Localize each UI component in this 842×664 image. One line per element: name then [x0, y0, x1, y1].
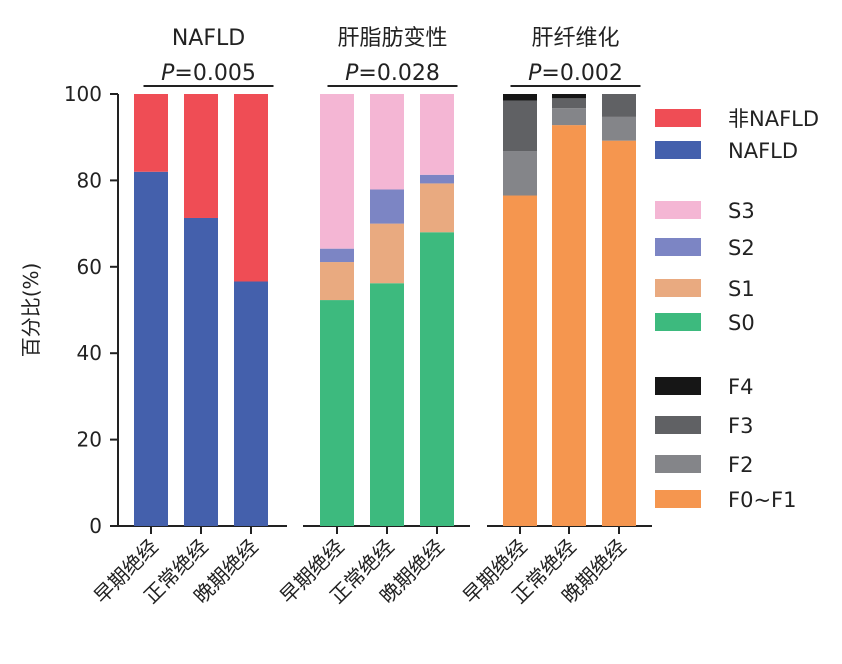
legend-label: S2 — [728, 236, 755, 260]
bar-segment-NAFLD — [184, 217, 218, 526]
bar-segment-F3 — [602, 94, 636, 117]
legend-item: 非NAFLD — [655, 107, 819, 131]
bar-segment-F0~F1 — [503, 195, 537, 526]
p-value-label: P=0.005 — [161, 61, 256, 86]
bar-segment-S3 — [370, 94, 404, 190]
bar-segment-S2 — [370, 189, 404, 224]
bar-segment-S0 — [420, 232, 454, 527]
y-tick-label: 60 — [77, 255, 102, 279]
bar-segment-F2 — [552, 108, 586, 126]
legend-label: 非NAFLD — [728, 107, 819, 131]
legend-swatch — [655, 455, 701, 473]
bar-segment-F0~F1 — [552, 125, 586, 526]
legend-item: F0~F1 — [655, 488, 796, 512]
legend-item: S0 — [655, 311, 755, 335]
legend-label: NAFLD — [728, 139, 798, 163]
y-tick-label: 0 — [89, 514, 102, 538]
legend-swatch — [655, 416, 701, 434]
bar-segment-F0~F1 — [602, 140, 636, 526]
panel-title: NAFLD — [172, 26, 245, 51]
legend-swatch — [655, 109, 701, 127]
bar-segment-F2 — [602, 116, 636, 141]
legend-swatch — [655, 377, 701, 395]
bar-segment-F3 — [503, 100, 537, 152]
legend-swatch — [655, 201, 701, 219]
y-tick-label: 20 — [77, 428, 102, 452]
bar-segment-F4 — [503, 94, 537, 101]
bar-segment-S1 — [370, 223, 404, 284]
p-value-label: P=0.002 — [528, 61, 623, 86]
legend-label: S1 — [728, 277, 755, 301]
legend-label: S0 — [728, 311, 755, 335]
y-axis-label: 百分比(%) — [19, 263, 43, 358]
bar-segment-S0 — [370, 283, 404, 526]
legend-item: S3 — [655, 199, 755, 223]
legend-swatch — [655, 490, 701, 508]
bar-segment-S3 — [420, 94, 454, 175]
bar-segment-F4 — [552, 94, 586, 99]
y-tick-label: 100 — [64, 82, 102, 106]
y-tick-label: 40 — [77, 341, 102, 365]
legend-swatch — [655, 279, 701, 297]
p-value-label: P=0.028 — [345, 61, 440, 86]
legend-item: S1 — [655, 277, 755, 301]
bar-segment-NAFLD — [234, 281, 268, 526]
legend-item: S2 — [655, 236, 755, 260]
bar-segment-S0 — [320, 300, 354, 526]
legend-label: F0~F1 — [728, 488, 796, 512]
bar-segment-S1 — [320, 262, 354, 301]
bar-segment-F3 — [552, 98, 586, 109]
legend-swatch — [655, 141, 701, 159]
legend-item: F4 — [655, 375, 753, 399]
panel-title: 肝脂肪变性 — [337, 26, 447, 51]
bar-segment-S2 — [320, 248, 354, 263]
bar-segment-S1 — [420, 183, 454, 233]
bar-segment-F2 — [503, 151, 537, 196]
legend-swatch — [655, 313, 701, 331]
legend-label: F4 — [728, 375, 753, 399]
legend-swatch — [655, 238, 701, 256]
bar-segment-NAFLD — [134, 171, 168, 526]
bar-segment-S2 — [420, 174, 454, 184]
legend-item: F2 — [655, 453, 753, 477]
legend-label: F2 — [728, 453, 753, 477]
legend-label: S3 — [728, 199, 755, 223]
bar-segment-非NAFLD — [234, 94, 268, 282]
bar-segment-非NAFLD — [184, 94, 218, 218]
bar-segment-S3 — [320, 94, 354, 249]
panel-title: 肝纤维化 — [531, 26, 619, 51]
y-tick-label: 80 — [77, 168, 102, 192]
bar-segment-非NAFLD — [134, 94, 168, 172]
legend-item: F3 — [655, 414, 753, 438]
legend-item: NAFLD — [655, 139, 798, 163]
legend-label: F3 — [728, 414, 753, 438]
